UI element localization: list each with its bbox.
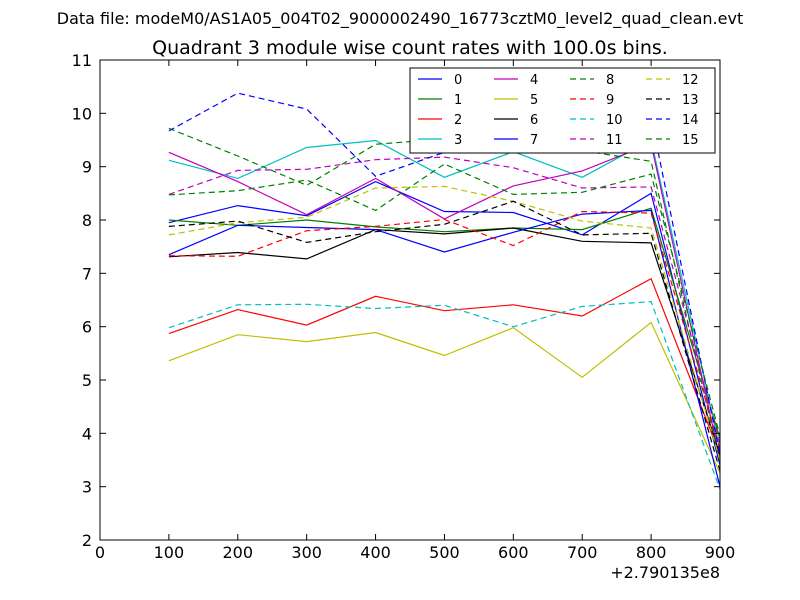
legend-label-6: 6 [530,113,538,128]
series-line-13 [168,200,721,471]
legend-label-12: 12 [682,73,699,88]
legend-label-15: 15 [682,133,699,148]
y-tick-label: 4 [82,424,92,443]
series-line-12 [168,185,721,461]
series-line-11 [168,156,721,445]
legend-label-2: 2 [454,113,462,128]
y-tick-label: 6 [82,318,92,337]
legend-label-1: 1 [454,93,462,108]
y-tick-label: 2 [82,531,92,550]
series-line-2 [168,277,721,455]
x-tick-label: 600 [498,543,529,562]
y-tick-label: 8 [82,211,92,230]
series-line-1 [168,207,721,439]
legend-label-8: 8 [606,73,614,88]
figure-suptitle: Data file: modeM0/AS1A05_004T02_90000024… [57,9,743,29]
legend-label-10: 10 [606,113,623,128]
series-line-0 [168,180,721,466]
series-line-15 [168,163,721,437]
x-tick-label: 900 [705,543,736,562]
series-line-10 [168,300,721,490]
x-tick-label: 300 [291,543,322,562]
series-line-7 [168,209,721,487]
series-line-8 [168,127,721,463]
legend-label-14: 14 [682,113,699,128]
axes-frame [99,59,721,541]
y-tick-label: 7 [82,264,92,283]
legend-label-5: 5 [530,93,538,108]
series-line-5 [168,321,721,474]
y-tick-label: 10 [72,104,92,123]
y-tick-label: 11 [72,51,92,70]
legend-label-11: 11 [606,133,623,148]
chart-title: Quadrant 3 module wise count rates with … [152,37,668,59]
x-tick-label: 200 [223,543,254,562]
legend-label-7: 7 [530,133,538,148]
legend-label-0: 0 [454,73,462,88]
y-tick-label: 9 [82,158,92,177]
x-offset-label: +2.790135e8 [610,563,720,582]
legend-label-13: 13 [682,93,699,108]
x-tick-label: 0 [95,543,105,562]
y-tick-label: 5 [82,371,92,390]
legend-box [409,67,716,154]
legend-label-9: 9 [606,93,614,108]
legend-label-3: 3 [454,133,462,148]
x-tick-label: 700 [567,543,598,562]
series-line-9 [168,210,721,450]
series-line-4 [168,142,721,461]
x-tick-label: 400 [360,543,391,562]
x-tick-label: 800 [636,543,667,562]
x-tick-label: 100 [154,543,185,562]
series-line-6 [168,227,721,455]
y-tick-label: 3 [82,478,92,497]
x-tick-label: 500 [429,543,460,562]
legend-label-4: 4 [530,73,538,88]
